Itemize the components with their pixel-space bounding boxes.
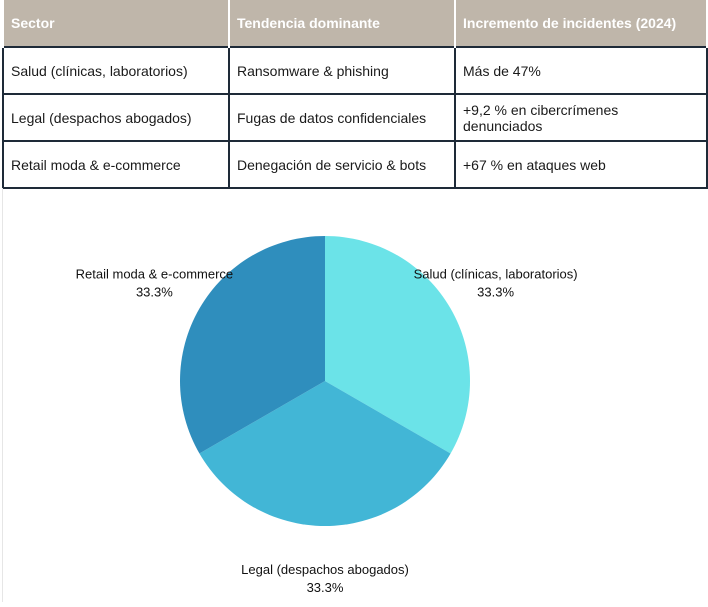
table-row: Retail moda & e-commerce Denegación de s… — [2, 140, 708, 189]
slice-percent-label: 33.3% — [307, 580, 344, 595]
slice-percent-label: 33.3% — [136, 285, 173, 300]
pie-slice-retail — [179, 236, 325, 454]
table-cell: Legal (despachos abogados) — [2, 93, 230, 142]
slice-percent-label: 33.3% — [477, 285, 514, 300]
table-cell: Retail moda & e-commerce — [2, 140, 230, 189]
table-cell: Denegación de servicio & bots — [228, 140, 456, 189]
pie-chart: Salud (clínicas, laboratorios)33.3%Legal… — [76, 236, 578, 595]
slice-label: Retail moda & e-commerce — [76, 267, 234, 282]
slice-label: Salud (clínicas, laboratorios) — [414, 267, 578, 282]
table-cell: Más de 47% — [454, 46, 708, 95]
sector-table: Sector Tendencia dominante Incremento de… — [2, 0, 708, 189]
pie-slice-salud — [325, 236, 470, 454]
table-cell: Salud (clínicas, laboratorios) — [2, 46, 230, 95]
table-header-row: Sector Tendencia dominante Incremento de… — [2, 0, 708, 47]
table-cell: +9,2 % en cibercrímenes denunciados — [454, 93, 708, 142]
pie-slice-legal — [199, 381, 451, 526]
table-row: Legal (despachos abogados) Fugas de dato… — [2, 93, 708, 142]
table-row: Salud (clínicas, laboratorios) Ransomwar… — [2, 46, 708, 95]
table-cell: Fugas de datos confidenciales — [228, 93, 456, 142]
header-tendencia: Tendencia dominante — [228, 0, 456, 47]
header-incremento: Incremento de incidentes (2024) — [454, 0, 708, 47]
table-cell: +67 % en ataques web — [454, 140, 708, 189]
slice-label: Legal (despachos abogados) — [241, 562, 409, 577]
slice-label-group: Legal (despachos abogados) 33.3% — [241, 562, 409, 595]
slice-label-group: Retail moda & e-commerce 33.3% — [76, 267, 234, 300]
table-cell: Ransomware & phishing — [228, 46, 456, 95]
pie-chart-area: Salud (clínicas, laboratorios) 33.3% Legal… — [0, 188, 708, 602]
left-divider — [2, 188, 3, 602]
slice-label-group: Salud (clínicas, laboratorios) 33.3% — [414, 267, 578, 300]
header-sector: Sector — [2, 0, 230, 47]
sector-table-container: Sector Tendencia dominante Incremento de… — [2, 0, 708, 189]
